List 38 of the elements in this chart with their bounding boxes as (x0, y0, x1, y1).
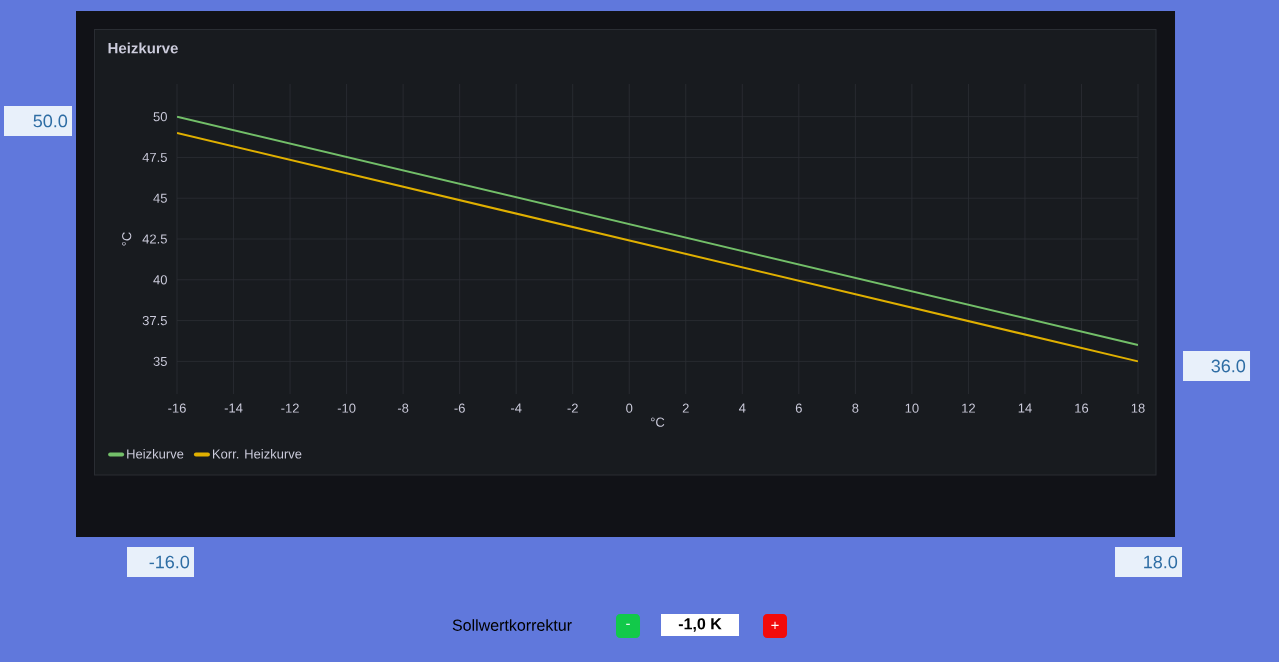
text: 36.0 (1211, 359, 1246, 373)
x-tick-label: -6 (454, 403, 465, 413)
y-tick-label: 35 (153, 356, 167, 366)
text: 18.0 (1144, 555, 1178, 569)
legend-label: Heizkurve (127, 448, 184, 459)
y-tick-label: 47.5 (142, 152, 167, 162)
x-tick-label: -10 (337, 403, 356, 413)
y-tick-label: 40 (153, 275, 167, 285)
x-tick-label: 14 (1018, 403, 1032, 413)
y-tick-label: 42.5 (142, 234, 167, 244)
x-tick-label: 8 (852, 403, 859, 413)
x-tick-label: -16 (168, 403, 186, 413)
y-axis-title: °C (122, 232, 132, 246)
x-tick-label: -4 (510, 403, 522, 413)
x-tick-label: 4 (738, 403, 746, 413)
x-axis-title: °C (650, 417, 665, 427)
x-tick-label: -8 (397, 403, 409, 413)
chart-title: Heizkurve (108, 42, 178, 54)
x-tick-label: 16 (1075, 403, 1089, 413)
text: -16.0 (149, 555, 190, 569)
x-tick-label: 2 (682, 403, 689, 413)
legend-label: Korr. Heizkurve (212, 448, 302, 459)
x-tick-label: 12 (962, 403, 975, 413)
y-tick-label: 45 (153, 193, 167, 203)
x-tick-label: -14 (224, 403, 243, 413)
x-tick-label: -12 (281, 403, 299, 413)
y-tick-label: 50 (153, 112, 167, 122)
text: Sollwertkorrektur (452, 619, 572, 631)
x-tick-label: -2 (567, 403, 578, 413)
y-tick-label: 37.5 (142, 315, 167, 326)
x-tick-label: 10 (905, 403, 919, 413)
text: - (626, 623, 630, 625)
text: + (771, 621, 779, 630)
x-tick-label: 6 (795, 403, 802, 413)
text: 50.0 (33, 114, 68, 128)
text: -1,0 K (678, 618, 722, 632)
x-tick-label: 18 (1131, 403, 1145, 413)
x-tick-label: 0 (626, 403, 633, 413)
